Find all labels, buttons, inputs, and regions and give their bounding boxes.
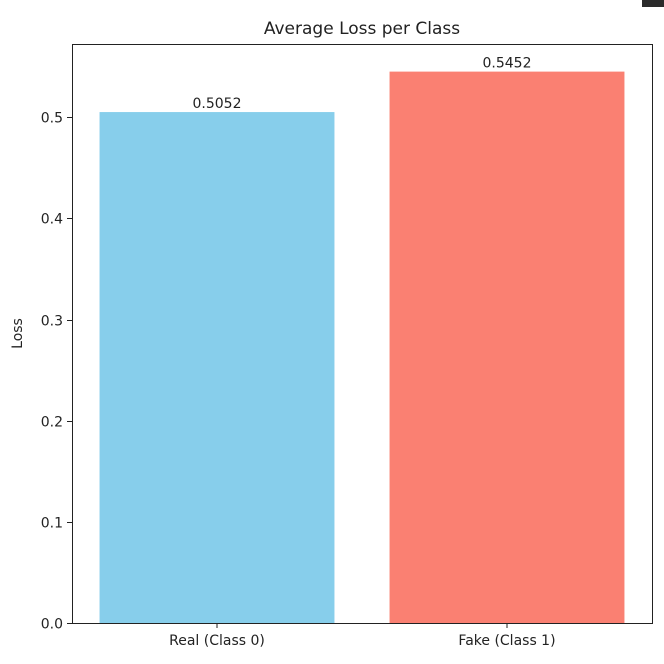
bar-value-label-0: 0.5052 [193,96,242,112]
bar-1 [389,71,625,623]
y-tick-label-4: 0.4 [41,212,63,228]
y-tick-label-5: 0.5 [41,111,63,127]
corner-mark [642,0,664,7]
y-axis-label: Loss [10,318,26,349]
y-axis-ticks: 0.0 0.1 0.2 0.3 0.4 0.5 [41,111,72,633]
x-tick-label-0: Real (Class 0) [169,633,265,649]
y-tick-label-3: 0.3 [41,314,63,330]
bar-0 [99,112,335,624]
x-axis-ticks: Real (Class 0) Fake (Class 1) [169,623,556,649]
plot-frame [72,44,653,624]
x-tick-label-1: Fake (Class 1) [458,633,555,649]
bar-value-labels: 0.5052 0.5452 [193,56,532,112]
y-tick-label-0: 0.0 [41,617,63,633]
chart-title: Average Loss per Class [264,19,460,39]
bar-value-label-1: 0.5452 [483,56,532,72]
y-tick-label-1: 0.1 [41,516,63,532]
bars-group [99,71,625,624]
y-tick-label-2: 0.2 [41,415,63,431]
